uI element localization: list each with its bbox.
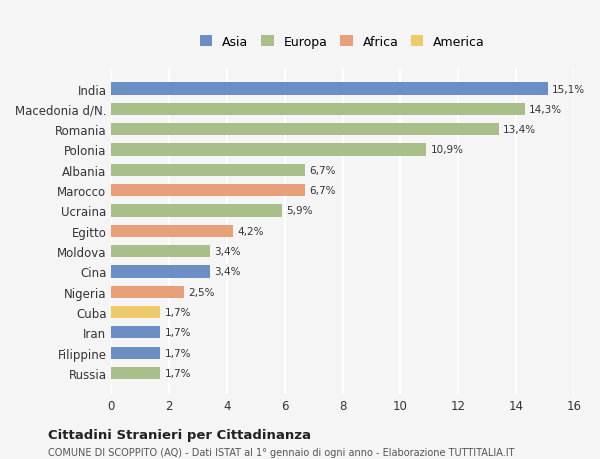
Text: 13,4%: 13,4% [503, 125, 536, 135]
Bar [112, 164, 305, 177]
Bar [112, 326, 160, 339]
Text: 15,1%: 15,1% [552, 84, 585, 94]
Text: 1,7%: 1,7% [165, 348, 191, 358]
Text: 1,7%: 1,7% [165, 328, 191, 338]
Bar [112, 306, 160, 319]
Bar [112, 347, 160, 359]
Bar [112, 124, 499, 136]
Bar [112, 225, 233, 237]
Text: 5,9%: 5,9% [286, 206, 313, 216]
Bar [112, 286, 184, 298]
Text: 6,7%: 6,7% [309, 186, 336, 196]
Text: Cittadini Stranieri per Cittadinanza: Cittadini Stranieri per Cittadinanza [48, 428, 311, 442]
Bar [112, 83, 548, 95]
Bar [112, 367, 160, 379]
Bar [112, 144, 427, 156]
Text: 4,2%: 4,2% [237, 226, 263, 236]
Text: 2,5%: 2,5% [188, 287, 214, 297]
Text: 1,7%: 1,7% [165, 368, 191, 378]
Legend: Asia, Europa, Africa, America: Asia, Europa, Africa, America [196, 32, 489, 53]
Text: 10,9%: 10,9% [431, 145, 464, 155]
Text: COMUNE DI SCOPPITO (AQ) - Dati ISTAT al 1° gennaio di ogni anno - Elaborazione T: COMUNE DI SCOPPITO (AQ) - Dati ISTAT al … [48, 448, 515, 457]
Text: 14,3%: 14,3% [529, 105, 562, 115]
Bar [112, 205, 282, 217]
Bar [112, 266, 209, 278]
Text: 3,4%: 3,4% [214, 246, 241, 257]
Text: 1,7%: 1,7% [165, 308, 191, 317]
Text: 6,7%: 6,7% [309, 165, 336, 175]
Bar [112, 246, 209, 257]
Bar [112, 185, 305, 197]
Bar [112, 104, 524, 116]
Text: 3,4%: 3,4% [214, 267, 241, 277]
